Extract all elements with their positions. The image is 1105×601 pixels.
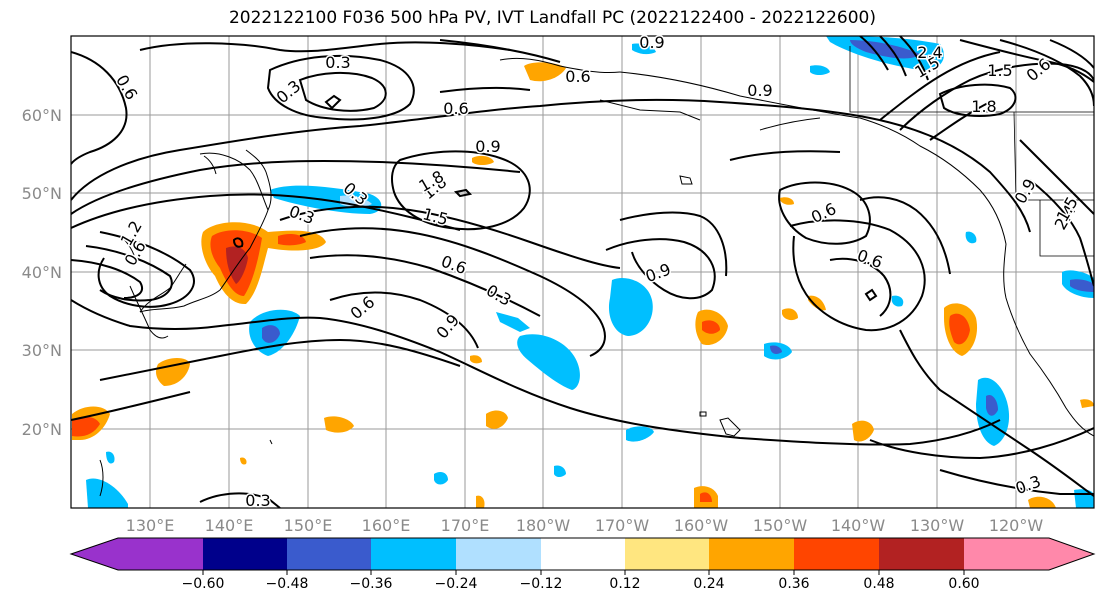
lon-label: 140°E <box>205 516 254 535</box>
colorbar-tick-label: 0.48 <box>863 576 894 592</box>
longitude-axis: 130°E 140°E 150°E 160°E 170°E 180°W 170°… <box>126 516 1044 535</box>
lat-label: 40°N <box>22 263 62 282</box>
lon-label: 150°E <box>284 516 333 535</box>
lat-label: 20°N <box>22 420 62 439</box>
colorbar-tick-label: 0.36 <box>778 576 809 592</box>
colorbar-extend-max <box>964 538 1094 570</box>
lon-label: 120°W <box>989 516 1044 535</box>
colorbar-tick-label: 0.24 <box>693 576 724 592</box>
lon-label: 170°E <box>441 516 490 535</box>
contour-label: 0.3 <box>325 53 350 72</box>
colorbar-extend-min <box>71 538 203 570</box>
colorbar-tick-label: −0.60 <box>182 576 225 592</box>
colorbar-segment <box>625 538 709 570</box>
lat-label: 60°N <box>22 106 62 125</box>
colorbar-tick-label: −0.12 <box>520 576 563 592</box>
colorbar-tick-label: −0.24 <box>435 576 478 592</box>
colorbar-segment <box>794 538 879 570</box>
lon-label: 180°W <box>516 516 571 535</box>
political-borders <box>849 46 1094 257</box>
colorbar-segment <box>709 538 794 570</box>
contour-label: 0.9 <box>747 81 772 100</box>
lon-label: 170°W <box>595 516 650 535</box>
contour-label: 0.6 <box>443 99 468 118</box>
colorbar: −0.60 −0.48 −0.36 −0.24 −0.12 0.12 0.24 0.36 0.4… <box>69 537 1096 592</box>
map-plot-area <box>71 36 1094 508</box>
colorbar-tick-label: 0.60 <box>948 576 979 592</box>
colorbar-tick-label: −0.36 <box>350 576 393 592</box>
contour-label: 0.3 <box>245 491 270 510</box>
contour-label: 0.9 <box>475 137 500 156</box>
contour-label: 0.9 <box>639 33 664 52</box>
colorbar-tick-label: −0.48 <box>266 576 309 592</box>
lon-label: 130°E <box>126 516 175 535</box>
colorbar-segment <box>371 538 456 570</box>
plot-frame <box>70 35 1095 509</box>
lon-label: 150°W <box>753 516 808 535</box>
colorbar-segment <box>456 538 541 570</box>
lon-label: 160°W <box>674 516 729 535</box>
chart-title: 2022122100 F036 500 hPa PV, IVT Landfall… <box>228 8 876 28</box>
contour-label: 1.5 <box>987 61 1012 80</box>
lon-label: 130°W <box>910 516 965 535</box>
colorbar-segment <box>541 538 625 570</box>
contour-label: 1.8 <box>971 97 996 116</box>
lon-label: 140°W <box>831 516 886 535</box>
lat-label: 30°N <box>22 341 62 360</box>
lat-label: 50°N <box>22 184 62 203</box>
contour-label: 2.4 <box>917 43 942 62</box>
colorbar-tick-label: 0.12 <box>609 576 640 592</box>
lon-label: 160°E <box>362 516 411 535</box>
latitude-axis: 60°N 50°N 40°N 30°N 20°N <box>22 106 62 439</box>
colorbar-segment <box>879 538 964 570</box>
colorbar-segment <box>203 538 287 570</box>
contour-label: 0.6 <box>565 67 590 86</box>
pv-contours <box>71 36 1094 508</box>
colorbar-segment <box>287 538 371 570</box>
